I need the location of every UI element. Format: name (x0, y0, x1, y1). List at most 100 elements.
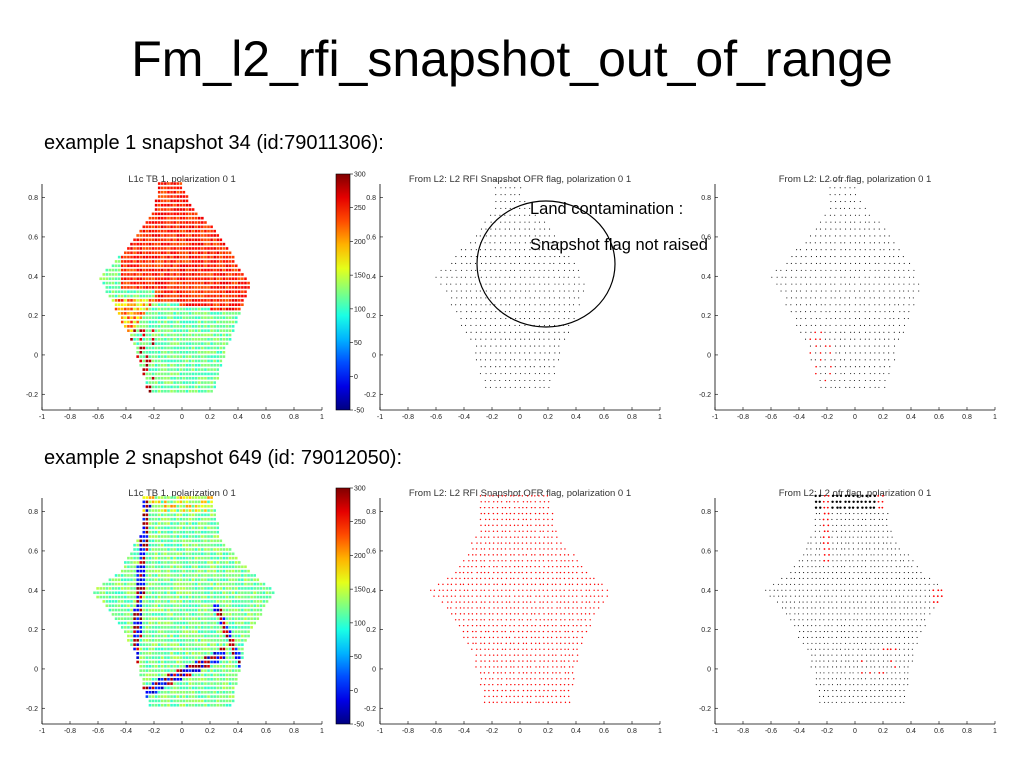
flag-point (858, 311, 860, 313)
tb-pixel (157, 203, 161, 207)
tb-pixel (262, 591, 266, 595)
tb-pixel (191, 526, 195, 530)
tb-pixel (213, 677, 216, 681)
tb-pixel (164, 182, 167, 185)
tb-pixel (117, 273, 121, 276)
tb-pixel (130, 591, 133, 595)
flag-point (494, 283, 496, 285)
tb-pixel (108, 600, 112, 603)
tb-pixel (133, 595, 136, 599)
tb-pixel (176, 242, 179, 246)
flag-point (505, 666, 507, 668)
tb-pixel (207, 548, 210, 551)
tb-pixel (231, 647, 235, 651)
tb-pixel (231, 255, 235, 259)
tb-pixel (234, 556, 238, 560)
tb-pixel (176, 548, 179, 551)
tb-pixel (197, 509, 201, 512)
tb-pixel (173, 238, 176, 242)
tb-pixel (210, 338, 213, 341)
flag-point (824, 379, 827, 382)
tb-pixel (145, 530, 149, 534)
tb-pixel (225, 565, 229, 569)
tb-pixel (204, 630, 207, 633)
tb-pixel (234, 639, 238, 642)
tb-pixel (148, 613, 152, 616)
tb-pixel (114, 260, 118, 263)
tb-pixel (191, 346, 195, 350)
tb-pixel (111, 277, 115, 281)
tb-pixel (244, 600, 247, 603)
flag-point (497, 678, 499, 680)
tb-pixel (148, 513, 152, 517)
tb-pixel (148, 268, 152, 272)
tb-pixel (191, 225, 195, 229)
tb-pixel (204, 613, 207, 616)
tb-pixel (210, 652, 213, 655)
tb-pixel (154, 682, 158, 685)
tb-pixel (201, 260, 204, 263)
flag-point (463, 636, 465, 639)
tb-pixel (185, 539, 189, 543)
tb-pixel (197, 381, 201, 384)
tb-pixel (139, 286, 143, 289)
tb-pixel (157, 195, 161, 198)
tb-pixel (250, 591, 253, 595)
flag-point (559, 672, 561, 674)
tb-pixel (139, 656, 143, 659)
flag-point (571, 683, 574, 686)
tb-pixel (164, 359, 167, 363)
tb-pixel (191, 268, 195, 272)
tb-pixel (197, 500, 201, 504)
tb-pixel (188, 600, 192, 603)
tb-pixel (191, 294, 195, 298)
flag-point (567, 672, 570, 674)
flag-point (815, 304, 817, 306)
tb-pixel (170, 604, 173, 608)
flag-point (480, 228, 483, 230)
flag-point (820, 311, 822, 313)
tb-pixel (182, 389, 186, 393)
flag-point (543, 276, 545, 278)
x-tick-label: 1 (658, 728, 662, 735)
flag-point (505, 683, 508, 686)
tb-pixel (111, 595, 115, 599)
tb-pixel (191, 522, 195, 525)
flag-point (548, 318, 551, 320)
tb-pixel (170, 695, 173, 698)
tb-pixel (139, 260, 143, 263)
x-tick-label: 0.4 (571, 728, 581, 735)
tb-pixel (170, 281, 173, 285)
flag-point (518, 194, 520, 196)
tb-pixel (234, 630, 238, 633)
flag-point (898, 318, 900, 320)
tb-pixel (222, 647, 226, 651)
tb-pixel (216, 682, 220, 685)
tb-pixel (188, 639, 192, 642)
flag-point (889, 297, 891, 299)
tb-pixel (130, 595, 133, 599)
tb-pixel (185, 294, 189, 298)
tb-pixel (164, 660, 167, 664)
slide-title: Fm_l2_rfi_snapshot_out_of_range (131, 31, 893, 87)
tb-pixel (173, 690, 176, 694)
tb-pixel (207, 290, 210, 294)
tb-pixel (176, 355, 179, 358)
tb-pixel (219, 268, 223, 272)
tb-pixel (222, 565, 226, 569)
tb-pixel (130, 312, 133, 315)
tb-pixel (194, 363, 198, 367)
tb-pixel (210, 677, 213, 681)
tb-pixel (185, 504, 189, 508)
flag-point (501, 701, 503, 704)
tb-pixel (164, 552, 167, 556)
tb-pixel (197, 264, 201, 268)
tb-pixel (188, 381, 192, 384)
tb-pixel (188, 539, 192, 543)
flag-point (524, 228, 526, 230)
tb-pixel (139, 273, 143, 276)
colorbar-tick-label: 100 (354, 620, 366, 627)
flag-point (519, 228, 521, 230)
tb-pixel (154, 234, 158, 237)
tb-pixel (161, 312, 164, 315)
